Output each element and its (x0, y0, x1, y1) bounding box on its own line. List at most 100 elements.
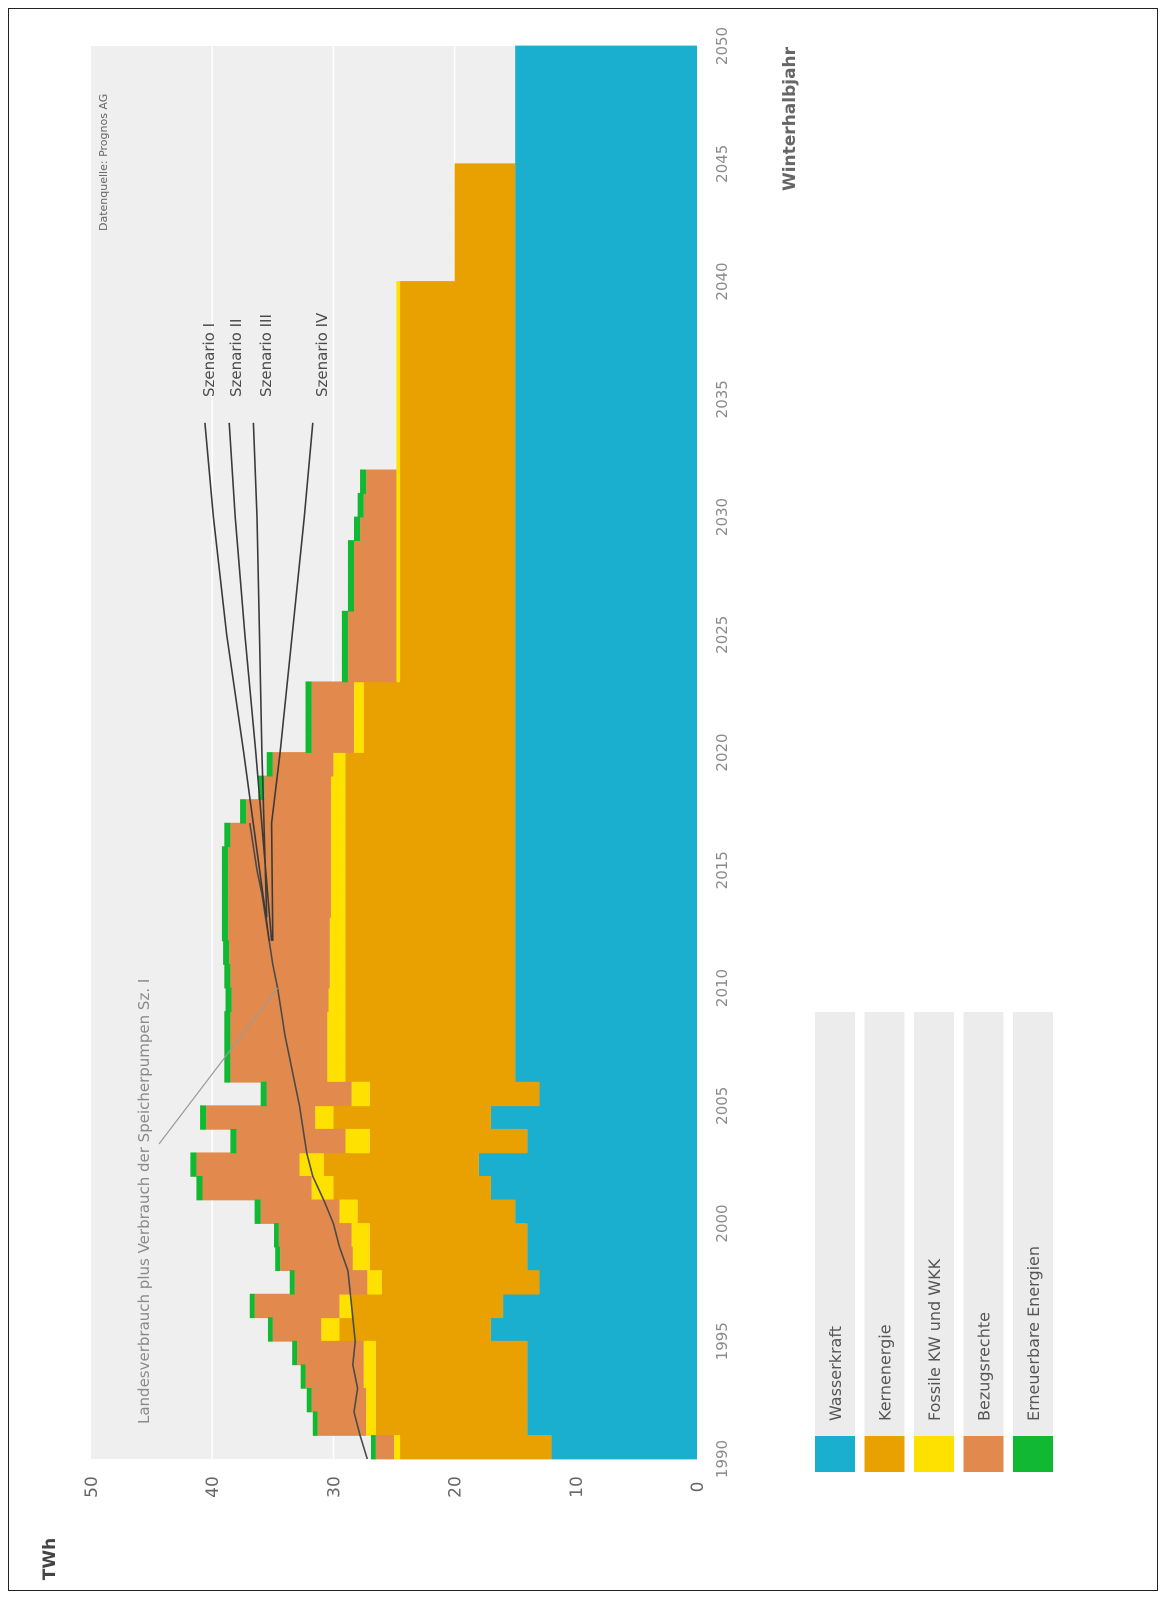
area-segment (366, 1387, 376, 1413)
area-segment (375, 1340, 528, 1366)
area-segment (345, 893, 516, 918)
area-segment (363, 728, 516, 753)
area-segment (527, 1387, 697, 1413)
area-segment (515, 752, 697, 777)
stacked-areas-group (190, 45, 697, 1460)
area-segment (527, 1128, 697, 1154)
area-segment (345, 846, 516, 871)
area-segment (345, 987, 516, 1012)
area-segment (454, 210, 516, 235)
area-segment (369, 1246, 528, 1271)
area-segment (345, 1034, 516, 1060)
area-segment (396, 375, 401, 400)
area-segment (305, 728, 312, 753)
area-segment (339, 1199, 358, 1224)
area-segment (260, 1199, 340, 1224)
area-segment (515, 69, 697, 94)
area-segment (490, 1317, 697, 1342)
area-segment (278, 1223, 352, 1248)
area-segment (347, 587, 355, 612)
area-segment (357, 1199, 516, 1224)
area-segment (370, 1435, 376, 1460)
area-segment (354, 681, 364, 706)
x-tick-label: 2010 (713, 969, 731, 1007)
x-tick-label: 2020 (713, 733, 731, 771)
area-segment (246, 799, 331, 824)
area-segment (354, 587, 397, 612)
area-segment (527, 1246, 697, 1271)
area-segment (369, 1081, 540, 1107)
area-segment (363, 1340, 376, 1366)
area-segment (400, 304, 516, 329)
area-segment (274, 1223, 279, 1248)
area-segment (230, 1128, 237, 1154)
area-segment (230, 1011, 328, 1036)
area-segment (330, 775, 346, 800)
area-segment (400, 328, 516, 353)
series-kernenergie (323, 163, 552, 1460)
area-segment (396, 516, 401, 541)
area-segment (363, 681, 516, 706)
area-segment (196, 1176, 203, 1201)
area-segment (396, 657, 401, 683)
area-segment (345, 1128, 370, 1154)
scenario-label: Szenario II (227, 319, 245, 397)
area-segment (328, 987, 346, 1012)
area-segment (333, 1105, 491, 1130)
area-segment (375, 1364, 528, 1389)
area-segment (294, 1270, 368, 1295)
area-segment (305, 681, 312, 706)
area-segment (354, 516, 361, 541)
legend-label: Erneuerbare Energien (1024, 1246, 1043, 1421)
area-segment (227, 869, 331, 895)
area-segment (490, 1176, 697, 1201)
area-segment (347, 657, 397, 683)
area-segment (515, 846, 697, 871)
area-segment (515, 281, 697, 306)
area-segment (515, 893, 697, 918)
area-segment (312, 1411, 318, 1436)
area-segment (396, 587, 401, 612)
area-segment (345, 799, 516, 824)
area-segment (327, 1034, 346, 1060)
legend-group: Wasserkraft Kernenergie Fossile KW und WKK… (815, 1012, 1053, 1472)
area-segment (329, 940, 346, 965)
area-segment (396, 328, 401, 353)
area-segment (266, 752, 273, 777)
consumption-line-label: Landesverbrauch plus Verbrauch der Speic… (135, 979, 153, 1424)
area-segment (515, 186, 697, 212)
area-segment (327, 1058, 346, 1083)
area-segment (221, 869, 228, 895)
area-segment (539, 1081, 697, 1107)
area-segment (333, 752, 346, 777)
area-segment (225, 987, 232, 1012)
area-segment (369, 1128, 528, 1154)
area-segment (354, 563, 397, 589)
y-tick-label: 10 (567, 1476, 587, 1498)
legend-swatch (1013, 1436, 1053, 1472)
legend-label: Bezugsrechte (975, 1312, 994, 1421)
area-segment (396, 281, 401, 306)
area-segment (400, 281, 516, 306)
area-segment (515, 45, 697, 70)
area-segment (354, 540, 397, 565)
area-segment (400, 445, 516, 471)
area-segment (515, 139, 697, 165)
area-segment (330, 869, 346, 895)
area-segment (515, 328, 697, 353)
y-tick-label: 0 (688, 1482, 708, 1493)
area-segment (478, 1152, 697, 1177)
area-segment (190, 1152, 197, 1177)
area-segment (515, 563, 697, 589)
area-segment (396, 493, 401, 518)
chart-svg: Landesverbrauch plus Verbrauch der Speic… (40, 27, 1053, 1580)
area-segment (240, 799, 247, 824)
area-segment (515, 304, 697, 329)
area-segment (341, 634, 348, 659)
area-segment (515, 1058, 697, 1083)
area-segment (300, 1364, 306, 1389)
legend-entry-bg (914, 1012, 954, 1470)
area-segment (400, 351, 516, 377)
area-segment (351, 1293, 504, 1319)
scenario-line (252, 422, 268, 918)
